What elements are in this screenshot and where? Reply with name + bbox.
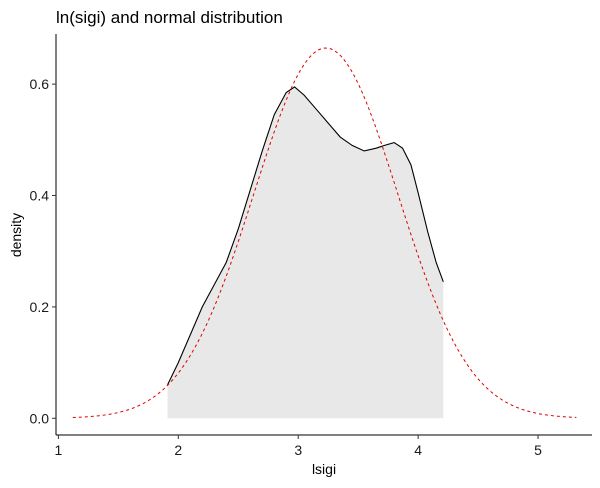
y-axis-ticks: 0.0 0.2 0.4 0.6	[30, 76, 56, 426]
x-tick-label: 5	[534, 442, 542, 458]
y-tick-label: 0.4	[30, 188, 50, 204]
plot-area	[72, 47, 577, 419]
y-tick-label: 0.2	[30, 299, 50, 315]
x-tick-label: 3	[294, 442, 302, 458]
density-area-fill	[167, 86, 444, 419]
density-curve	[167, 86, 444, 386]
x-axis-title: lsigi	[312, 461, 336, 477]
x-tick-label: 1	[54, 442, 62, 458]
x-tick-label: 2	[174, 442, 182, 458]
x-tick-label: 4	[414, 442, 422, 458]
x-axis-ticks: 1 2 3 4 5	[54, 435, 542, 458]
normal-curve	[72, 47, 577, 419]
chart-title: ln(sigi) and normal distribution	[56, 8, 283, 27]
y-tick-label: 0.0	[30, 410, 50, 426]
y-axis-title: density	[8, 213, 24, 257]
y-tick-label: 0.6	[30, 76, 50, 92]
